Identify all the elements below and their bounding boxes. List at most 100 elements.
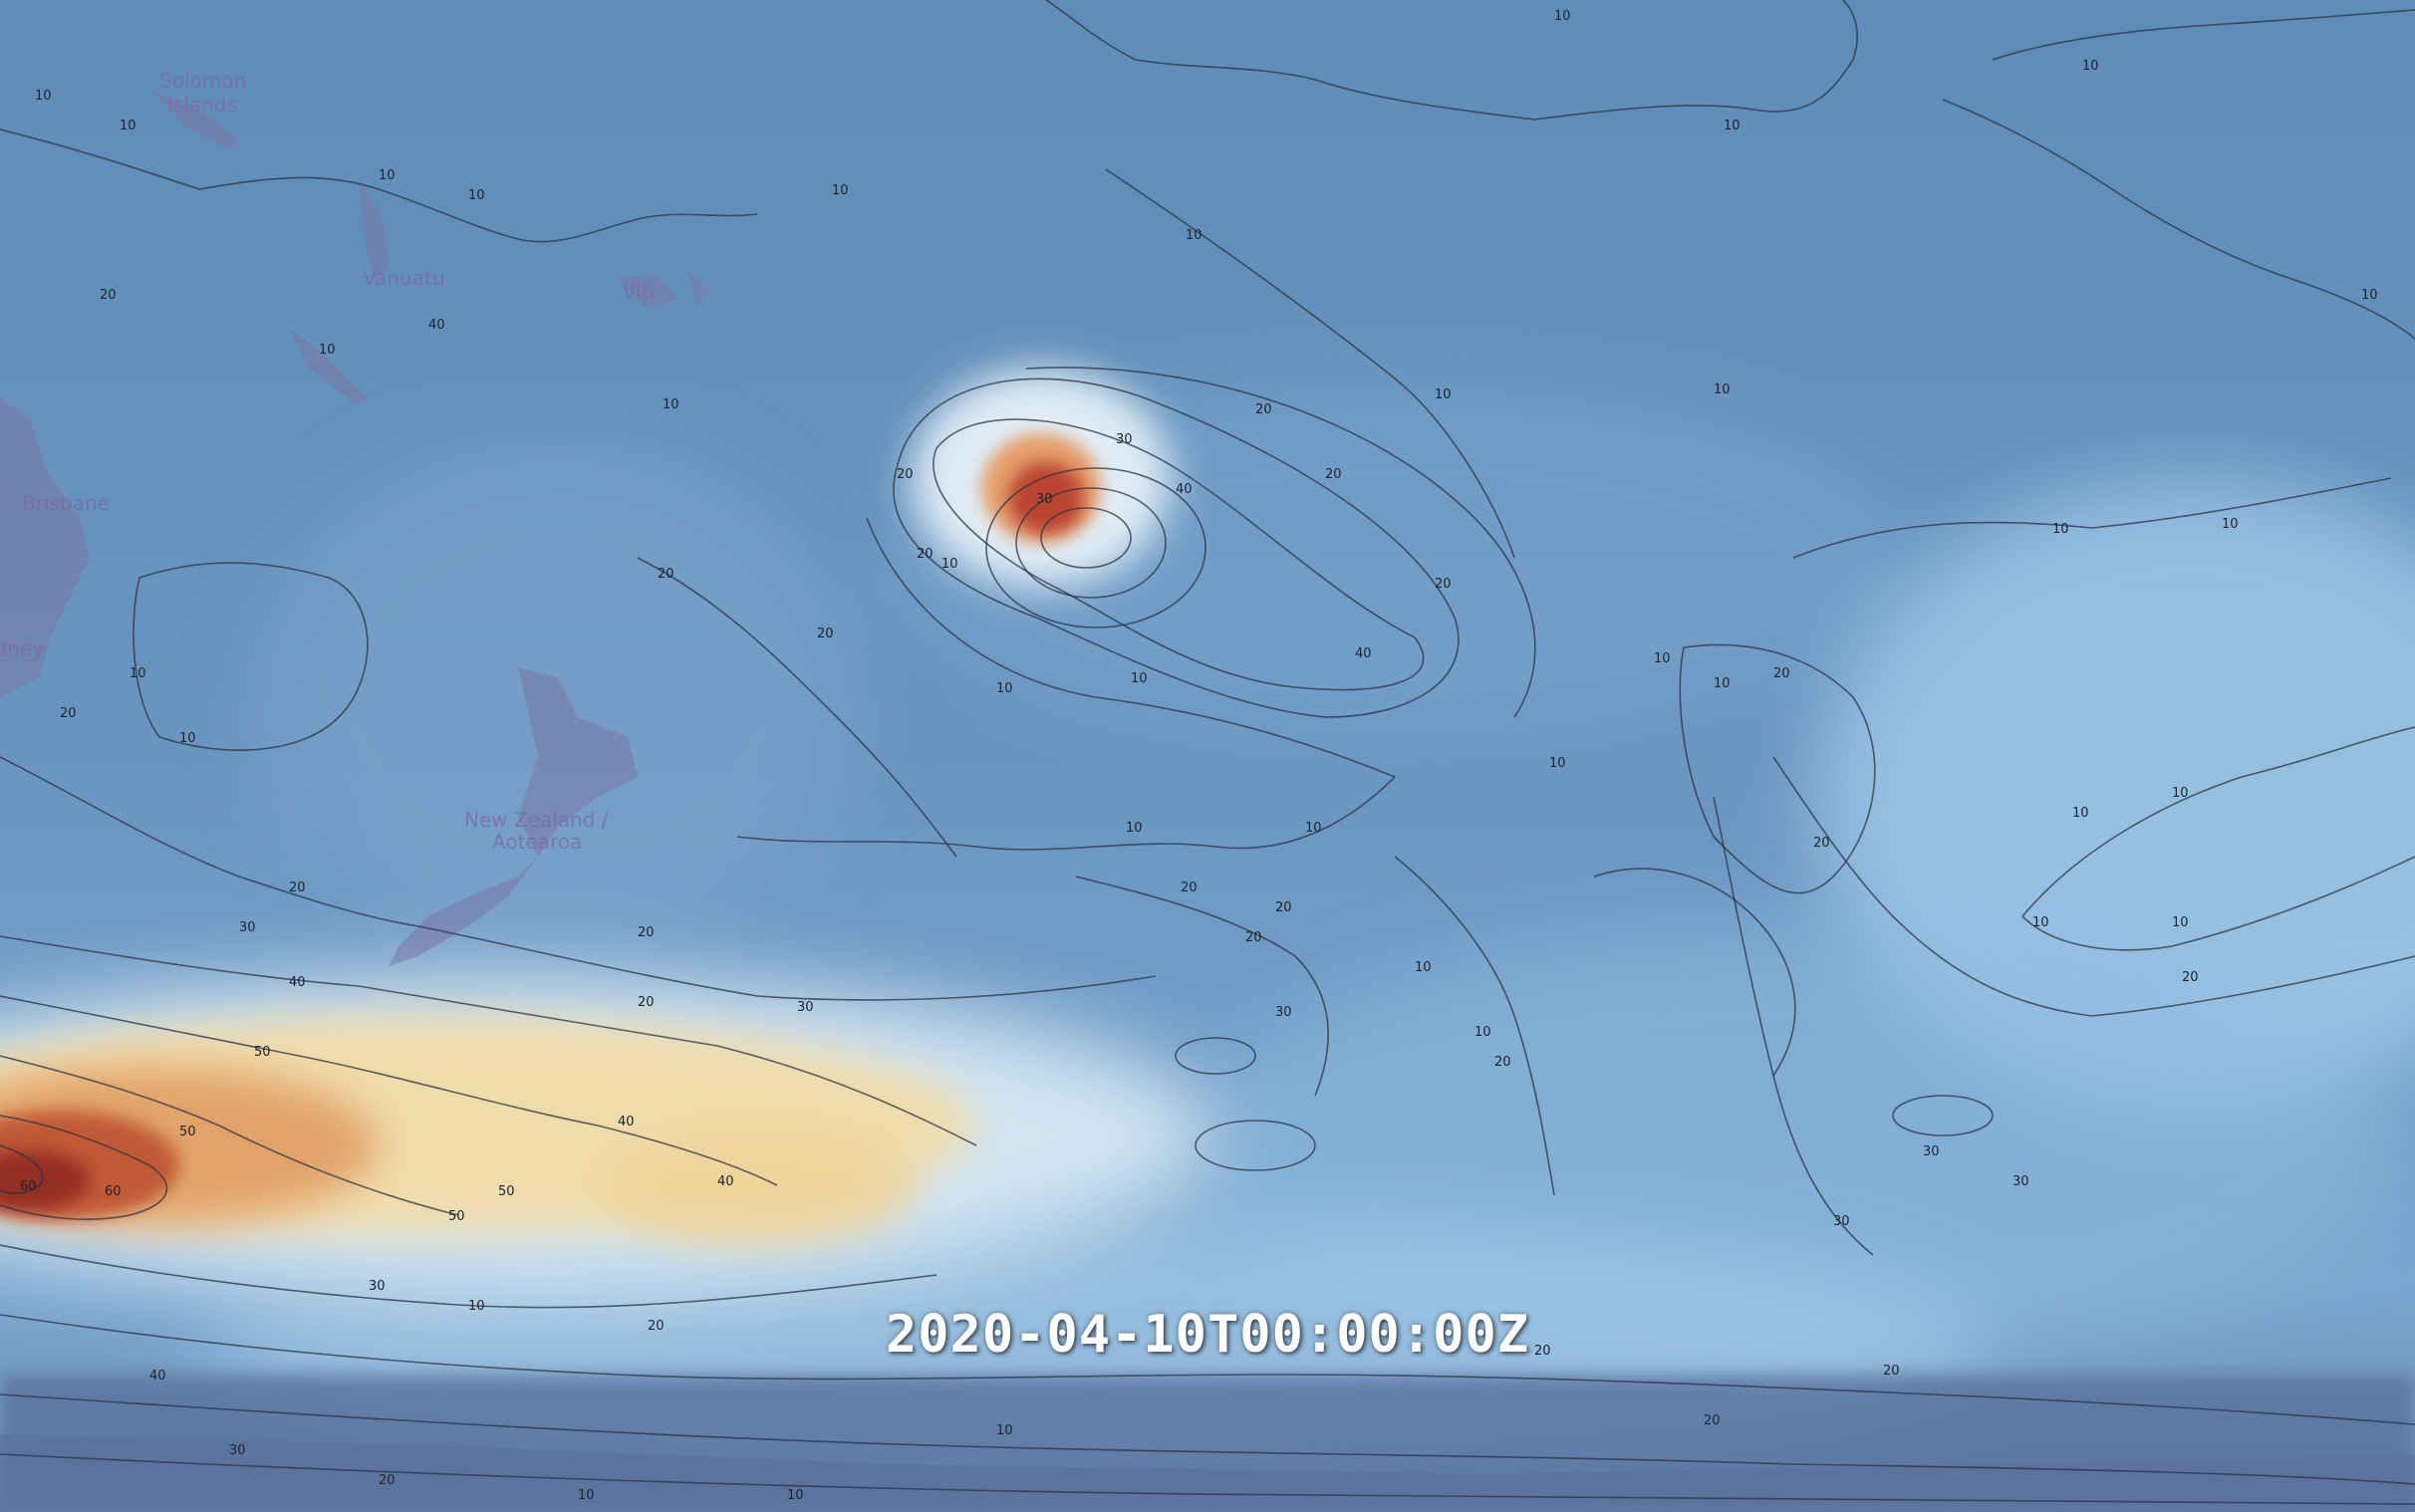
fiji-islands [618, 269, 707, 309]
contour-line [1892, 1095, 1994, 1136]
contour-value-label: 40 [149, 1369, 166, 1384]
contour-value-label: 40 [289, 975, 306, 990]
contour-value-label: 10 [2172, 915, 2189, 930]
contour-line [1105, 168, 1515, 559]
jet-contour [0, 1055, 459, 1216]
contour-value-label: 20 [638, 925, 655, 940]
contour-value-label: 20 [60, 706, 77, 721]
contour-value-label: 10 [1714, 676, 1731, 691]
jet-contour [0, 1144, 44, 1195]
contour-value-label: 10 [1554, 9, 1571, 24]
timestamp-label: 2020-04-10T00:00:00Z [885, 1305, 1530, 1365]
contour-value-label: 10 [1415, 960, 1432, 975]
new-zealand-north [518, 667, 638, 857]
contour-value-label: 20 [1325, 467, 1342, 482]
jet-contour [0, 995, 778, 1186]
contour-line [1772, 756, 2415, 1017]
contour-value-label: 10 [179, 731, 196, 746]
contour-value-label: 10 [996, 681, 1013, 696]
contour-line [866, 517, 1396, 778]
contour-value-label: 20 [1245, 930, 1262, 945]
contour-value-label: 20 [1534, 1344, 1551, 1359]
antarctic-ice [0, 1434, 2415, 1512]
place-label-fiji: Viti [623, 280, 655, 304]
contour-value-label: 10 [2172, 786, 2189, 801]
contour-line [1992, 9, 2415, 61]
contour-value-label: 10 [663, 397, 679, 412]
contour-value-label: 10 [120, 119, 136, 133]
contour-value-label: 10 [2052, 522, 2069, 537]
australia-coast [0, 398, 90, 697]
contour-value-label: 10 [1305, 821, 1322, 836]
contour-value-label: 10 [1549, 756, 1566, 771]
cyclone-contour [1040, 507, 1132, 569]
contour-line [637, 557, 957, 858]
contour-value-label: 10 [996, 1423, 1013, 1438]
contour-value-label: 30 [2012, 1174, 2029, 1189]
jet-contour [0, 1115, 168, 1220]
contour-value-label: 30 [797, 1000, 814, 1015]
contour-value-label: 40 [717, 1174, 734, 1189]
contour-line [1713, 796, 1874, 1256]
contour-line [1942, 99, 2415, 340]
contour-value-label: 10 [2361, 288, 2378, 303]
contour-value-label: 40 [1176, 482, 1193, 497]
contour-value-label: 20 [897, 467, 914, 482]
contour-value-label: 20 [1435, 577, 1452, 592]
contour-value-label: 20 [817, 627, 834, 641]
contour-value-label: 10 [832, 183, 849, 198]
place-labels: Solomon Islands Vanuatu Viti Brisbane Sy… [0, 69, 655, 854]
contour-value-label: 40 [1355, 646, 1372, 661]
place-label-brisbane: Brisbane [22, 491, 110, 515]
contour-value-label: 10 [2032, 915, 2049, 930]
contour-value-label: 20 [379, 1473, 396, 1488]
contour-value-label: 10 [319, 343, 336, 358]
contour-value-label: 30 [1275, 1005, 1292, 1020]
contour-value-label: 20 [1704, 1413, 1721, 1428]
contour-value-label: 30 [1036, 492, 1053, 507]
cyclone-contour [1015, 487, 1167, 599]
contour-value-label: 10 [1475, 1025, 1491, 1040]
contour-value-label: 20 [2182, 970, 2199, 985]
contour-line [2021, 726, 2415, 917]
place-label-solomon-islands-2: Islands [167, 93, 237, 117]
contour-value-label: 20 [100, 288, 117, 303]
contour-line [1792, 477, 2392, 559]
jet-contour [0, 935, 977, 1146]
contour-value-label: 50 [254, 1045, 271, 1060]
place-label-sydney: Sydney [0, 636, 44, 660]
contour-value-label: 20 [1275, 900, 1292, 915]
contour-value-label: 50 [448, 1209, 465, 1224]
contour-value-label: 20 [1255, 402, 1272, 417]
contour-value-label: 10 [379, 168, 396, 183]
contour-line [1593, 868, 1796, 1077]
contour-value-label: 30 [369, 1279, 386, 1294]
contour-value-label: 10 [1435, 387, 1452, 402]
solomon-islands [149, 90, 239, 149]
contour-line [1175, 1037, 1256, 1075]
contour-value-label: 40 [428, 318, 445, 333]
contour-line [1075, 876, 1329, 1097]
contour-value-label: 10 [1131, 671, 1148, 686]
place-label-solomon-islands: Solomon [159, 69, 246, 93]
contour-value-label: 20 [648, 1319, 665, 1334]
contour-value-label: 10 [787, 1488, 804, 1503]
place-label-new-zealand: New Zealand / [464, 808, 609, 832]
cyclone-contour [893, 378, 1460, 718]
jet-contour [0, 1314, 2415, 1425]
contour-value-label: 10 [1186, 228, 1203, 243]
contour-value-label: 20 [917, 547, 934, 562]
contour-value-label: 20 [1813, 836, 1830, 851]
contour-value-label: 30 [239, 920, 256, 935]
contour-value-label: 10 [468, 188, 485, 203]
contour-value-label: 30 [1116, 432, 1133, 447]
contour-value-label: 30 [1923, 1144, 1940, 1159]
place-label-vanuatu: Vanuatu [363, 266, 445, 290]
contour-value-label: 10 [468, 1299, 485, 1314]
contour-value-label: 20 [289, 881, 306, 895]
contour-value-label: 10 [1714, 382, 1731, 397]
contour-value-label: 10 [578, 1488, 595, 1503]
contour-line [1394, 856, 1555, 1196]
